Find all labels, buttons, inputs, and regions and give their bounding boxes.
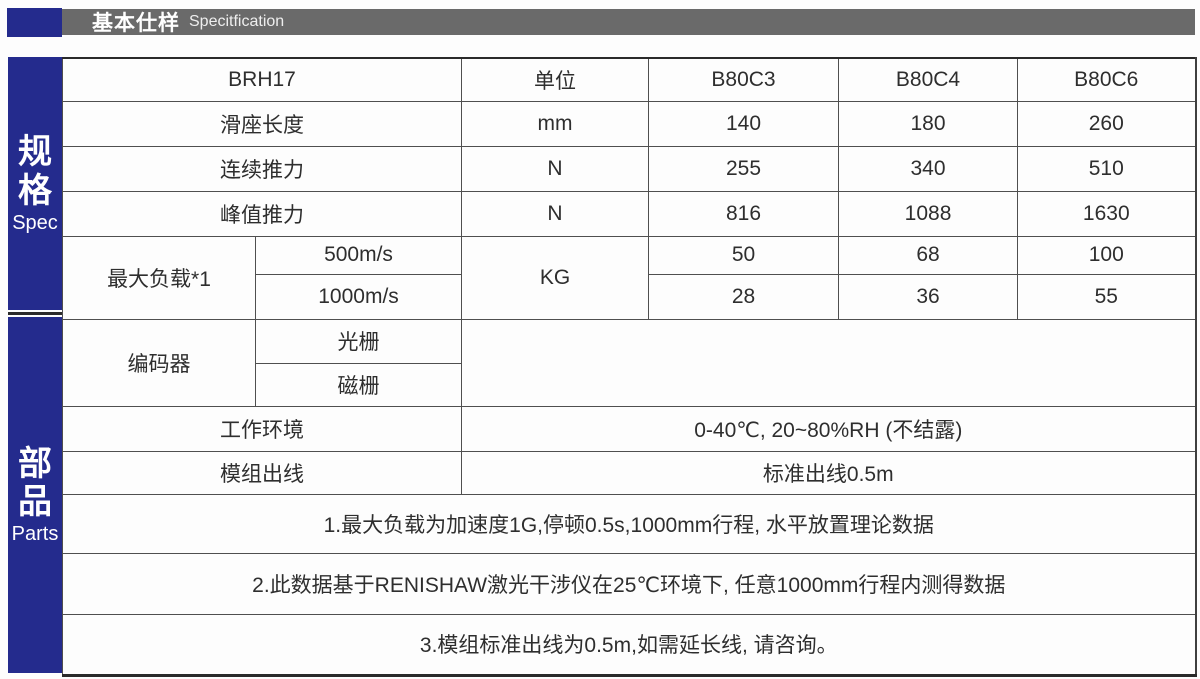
col-header-b80c4: B80C4 — [838, 57, 1019, 102]
spec-table: BRH17 单位 B80C3 B80C4 B80C6 滑座长度 mm 140 1… — [61, 57, 1197, 677]
section-title-bar — [7, 9, 1195, 35]
note-2: 2.此数据基于RENISHAW激光干涉仪在25℃环境下, 任意1000mm行程内… — [61, 552, 1197, 615]
table-row-max-load-1000: 1000m/s 28 36 55 — [63, 273, 1197, 320]
value-cell: 1630 — [1017, 190, 1197, 237]
value-cell: 68 — [838, 235, 1019, 275]
unit-cell: KG — [461, 235, 650, 320]
sidebar-parts: 部品 Parts — [8, 317, 62, 673]
value-cell: 816 — [648, 190, 840, 237]
value-cell: 180 — [838, 100, 1019, 147]
table-row-max-load-500: 最大负载*1 500m/s KG 50 68 100 — [62, 235, 1197, 320]
table-row-environment: 工作环境 0-40℃, 20~80%RH (不结露) — [61, 405, 1197, 452]
value-cell: 255 — [648, 145, 840, 192]
value-cell: 50 — [648, 235, 840, 275]
table-row-encoder-optical: 编码器 光栅 — [62, 318, 1197, 407]
section-title-zh: 基本仕样 — [92, 12, 180, 35]
sidebar-parts-zh: 部品 — [18, 444, 52, 521]
value-cell: 260 — [1017, 100, 1197, 147]
row-label: 模组出线 — [61, 450, 463, 495]
value-cell: 510 — [1017, 145, 1197, 192]
sub-row-label: 磁栅 — [254, 362, 463, 407]
row-label: 连续推力 — [61, 145, 463, 192]
section-title-en: Specitfication — [189, 13, 285, 30]
value-cell: 100 — [1017, 235, 1197, 275]
encoder-empty-cell — [461, 318, 1197, 407]
sub-row-label: 光栅 — [254, 318, 463, 364]
unit-cell: N — [461, 145, 650, 192]
environment-value: 0-40℃, 20~80%RH (不结露) — [461, 405, 1197, 452]
sidebar-spec-en: Spec — [12, 211, 58, 234]
value-cell: 28 — [648, 273, 840, 320]
table-row-note-3: 3.模组标准出线为0.5m,如需延长线, 请咨询。 — [61, 613, 1197, 676]
title-accent-block — [7, 8, 62, 37]
sidebar-spec: 规格 Spec — [8, 57, 62, 310]
row-label: 工作环境 — [61, 405, 463, 452]
table-row: 连续推力 N 255 340 510 — [61, 145, 1197, 192]
sidebar-spec-zh: 规格 — [18, 133, 52, 210]
table-row: 峰值推力 N 816 1088 1630 — [61, 190, 1197, 237]
note-1: 1.最大负载为加速度1G,停顿0.5s,1000mm行程, 水平放置理论数据 — [61, 493, 1197, 554]
unit-cell: N — [461, 190, 650, 237]
sub-row-label: 500m/s — [254, 235, 463, 275]
value-cell: 340 — [838, 145, 1019, 192]
sidebar-divider — [8, 312, 62, 315]
row-label: 滑座长度 — [61, 100, 463, 147]
value-cell: 55 — [1017, 273, 1197, 320]
table-row-note-2: 2.此数据基于RENISHAW激光干涉仪在25℃环境下, 任意1000mm行程内… — [61, 552, 1197, 615]
section-title: 基本仕样 Specitfication — [92, 8, 284, 36]
table-row-encoder-magnetic: 磁栅 — [63, 362, 1196, 407]
value-cell: 36 — [838, 273, 1019, 320]
sidebar-parts-en: Parts — [11, 523, 59, 546]
unit-header-cell: 单位 — [461, 57, 650, 102]
sub-row-label: 1000m/s — [254, 273, 463, 320]
row-label-max-load: 最大负载*1 — [62, 235, 256, 320]
value-cell: 140 — [648, 100, 840, 147]
table-row-header: BRH17 单位 B80C3 B80C4 B80C6 — [61, 57, 1197, 102]
col-header-b80c6: B80C6 — [1017, 57, 1197, 102]
table-row-cable: 模组出线 标准出线0.5m — [61, 450, 1197, 495]
cable-value: 标准出线0.5m — [461, 450, 1197, 495]
table-row: 滑座长度 mm 140 180 260 — [61, 100, 1197, 147]
note-3: 3.模组标准出线为0.5m,如需延长线, 请咨询。 — [61, 613, 1197, 676]
model-cell: BRH17 — [61, 57, 463, 102]
row-label: 峰值推力 — [61, 190, 463, 237]
value-cell: 1088 — [838, 190, 1019, 237]
row-label-encoder: 编码器 — [62, 318, 256, 407]
col-header-b80c3: B80C3 — [648, 57, 840, 102]
unit-cell: mm — [461, 100, 650, 147]
table-row-note-1: 1.最大负载为加速度1G,停顿0.5s,1000mm行程, 水平放置理论数据 — [61, 493, 1197, 554]
